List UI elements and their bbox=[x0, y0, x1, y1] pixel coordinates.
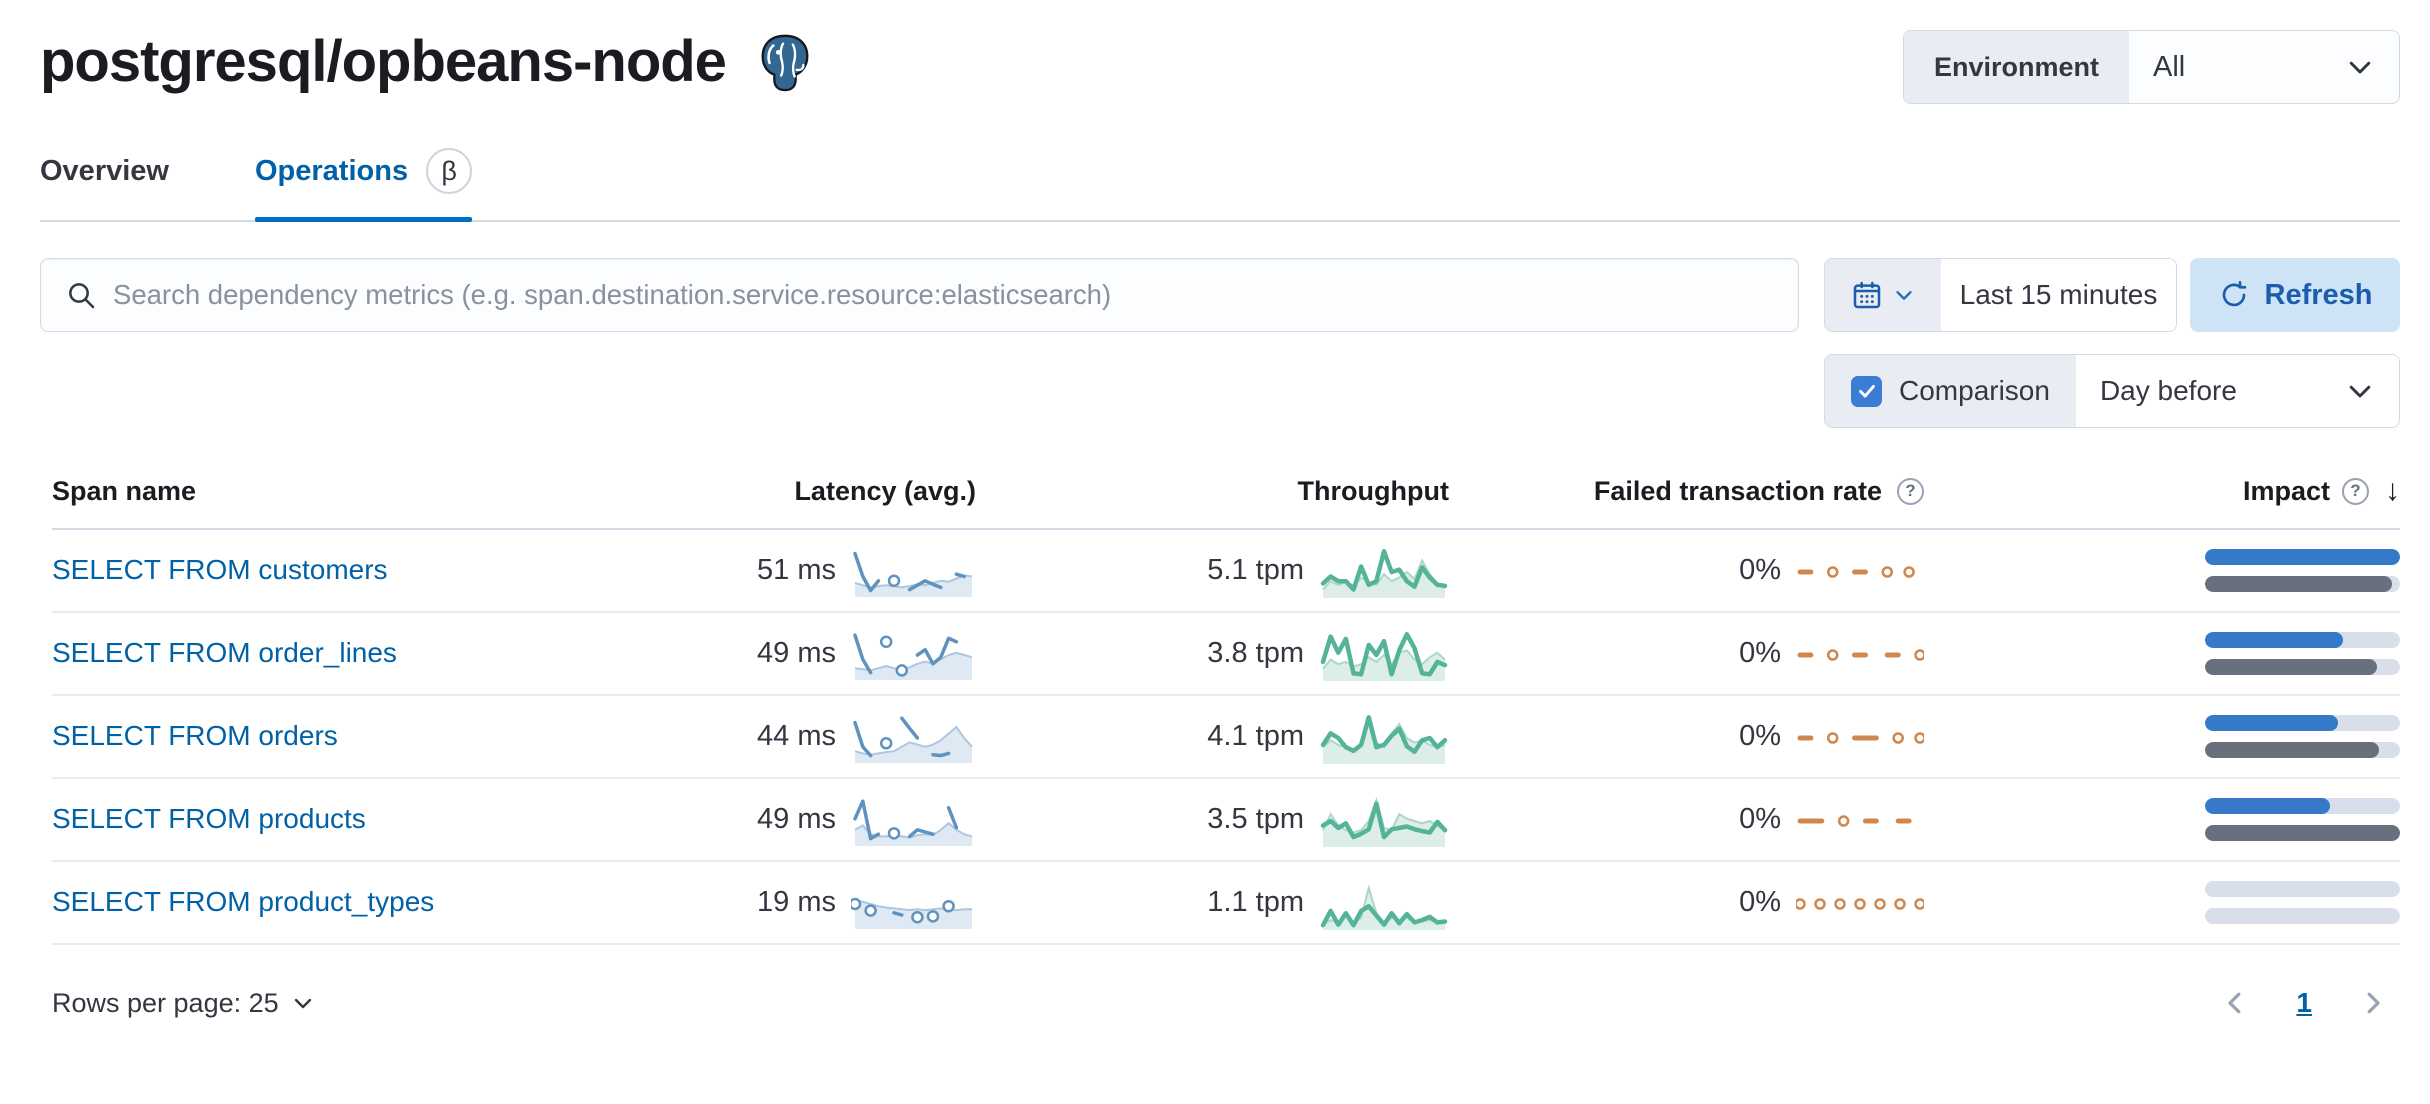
failed-rate-sparkline bbox=[1796, 897, 1924, 910]
tab-operations[interactable]: Operations β bbox=[254, 148, 473, 222]
col-header-throughput: Throughput bbox=[1297, 475, 1449, 506]
failed-rate-sparkline bbox=[1797, 731, 1924, 744]
toolbar: Last 15 minutes Refresh bbox=[40, 258, 2400, 332]
impact-bars bbox=[2205, 549, 2400, 592]
throughput-sparkline bbox=[1320, 796, 1448, 847]
latency-sparkline bbox=[853, 632, 973, 680]
table-row: SELECT FROM order_lines 49 ms 3.8 tpm 0% bbox=[52, 613, 2400, 696]
table-row: SELECT FROM products 49 ms 3.5 tpm 0% bbox=[52, 779, 2400, 862]
comparison-select[interactable]: Day before bbox=[2075, 355, 2399, 427]
failed-rate-value: 0% bbox=[1739, 720, 1781, 752]
next-page-icon[interactable] bbox=[2358, 988, 2388, 1018]
span-link[interactable]: SELECT FROM order_lines bbox=[52, 637, 397, 668]
table-footer: Rows per page: 25 1 bbox=[52, 987, 2400, 1019]
impact-bars bbox=[2205, 881, 2400, 924]
chevron-down-icon bbox=[1896, 291, 1912, 300]
latency-sparkline bbox=[853, 798, 973, 846]
chevron-down-icon bbox=[2349, 385, 2371, 398]
span-link[interactable]: SELECT FROM product_types bbox=[52, 886, 435, 917]
impact-bars bbox=[2205, 632, 2400, 675]
col-header-latency: Latency (avg.) bbox=[794, 475, 976, 506]
comparison-group: Comparison Day before bbox=[1824, 354, 2400, 428]
comparison-label: Comparison bbox=[1899, 375, 2050, 406]
calendar-icon bbox=[1853, 281, 1881, 309]
tab-bar: Overview Operations β bbox=[40, 148, 2400, 222]
latency-value: 19 ms bbox=[757, 886, 836, 918]
latency-sparkline bbox=[851, 897, 972, 929]
refresh-button[interactable]: Refresh bbox=[2190, 258, 2400, 332]
beta-badge: β bbox=[426, 148, 473, 194]
postgresql-logo-icon bbox=[761, 34, 809, 91]
search-input[interactable] bbox=[113, 279, 1774, 311]
throughput-value: 1.1 tpm bbox=[1207, 886, 1304, 918]
impact-bars bbox=[2205, 798, 2400, 841]
search-icon bbox=[69, 283, 95, 309]
time-range-button[interactable]: Last 15 minutes bbox=[1941, 259, 2176, 331]
dependency-operations-page: postgresql/opbeans-node Environment All bbox=[40, 28, 2400, 1019]
page-title: postgresql/opbeans-node bbox=[40, 29, 727, 94]
throughput-value: 4.1 tpm bbox=[1207, 720, 1304, 752]
failed-rate-sparkline bbox=[1797, 814, 1912, 827]
previous-page-icon[interactable] bbox=[2220, 988, 2250, 1018]
table-row: SELECT FROM customers 51 ms 5.1 tpm 0% bbox=[52, 530, 2400, 613]
refresh-icon bbox=[2222, 281, 2246, 307]
latency-value: 49 ms bbox=[757, 803, 836, 835]
date-picker: Last 15 minutes bbox=[1824, 258, 2177, 332]
failed-rate-value: 0% bbox=[1739, 637, 1781, 669]
check-icon bbox=[1858, 384, 1875, 398]
pagination: 1 bbox=[2220, 987, 2388, 1019]
span-link[interactable]: SELECT FROM products bbox=[52, 803, 366, 834]
table-row: SELECT FROM product_types 19 ms 1.1 tpm … bbox=[52, 862, 2400, 945]
page-header: postgresql/opbeans-node Environment All bbox=[40, 28, 2400, 104]
col-header-impact[interactable]: Impact ? ↓ bbox=[2242, 474, 2400, 507]
help-icon: ? bbox=[1897, 477, 1924, 505]
date-quick-select-button[interactable] bbox=[1825, 259, 1941, 331]
col-header-span-name: Span name bbox=[52, 475, 197, 506]
latency-value: 49 ms bbox=[757, 637, 836, 669]
throughput-sparkline bbox=[1320, 548, 1448, 598]
latency-value: 44 ms bbox=[757, 720, 836, 752]
span-link[interactable]: SELECT FROM orders bbox=[52, 720, 338, 751]
throughput-sparkline bbox=[1320, 883, 1448, 930]
throughput-sparkline bbox=[1320, 714, 1448, 764]
help-icon: ? bbox=[2342, 477, 2369, 505]
failed-rate-sparkline bbox=[1797, 648, 1924, 661]
environment-select-value: All bbox=[2153, 50, 2186, 83]
sort-desc-icon: ↓ bbox=[2385, 474, 2400, 507]
operations-table: Span name Latency (avg.) Throughput Fail… bbox=[40, 474, 2400, 1019]
failed-rate-value: 0% bbox=[1739, 803, 1781, 835]
environment-select[interactable]: Environment All bbox=[1902, 30, 2400, 104]
throughput-value: 3.8 tpm bbox=[1207, 637, 1304, 669]
latency-value: 51 ms bbox=[757, 554, 836, 586]
failed-rate-value: 0% bbox=[1739, 886, 1781, 918]
col-header-failed-rate: Failed transaction rate ? bbox=[1449, 476, 1924, 507]
impact-bars bbox=[2205, 715, 2400, 758]
latency-sparkline bbox=[853, 715, 973, 763]
throughput-sparkline bbox=[1320, 631, 1448, 681]
span-link[interactable]: SELECT FROM customers bbox=[52, 554, 388, 585]
failed-rate-sparkline bbox=[1797, 565, 1915, 578]
rows-per-page-button[interactable]: Rows per page: 25 bbox=[52, 988, 315, 1019]
tab-overview[interactable]: Overview bbox=[40, 154, 169, 187]
chevron-down-icon bbox=[2349, 61, 2371, 74]
failed-rate-value: 0% bbox=[1739, 554, 1781, 586]
search-box bbox=[40, 258, 1799, 332]
throughput-value: 3.5 tpm bbox=[1207, 803, 1304, 835]
latency-sparkline bbox=[853, 551, 973, 597]
environment-select-label: Environment bbox=[1903, 31, 2129, 103]
comparison-row: Comparison Day before bbox=[40, 354, 2400, 428]
page-number[interactable]: 1 bbox=[2296, 987, 2312, 1018]
comparison-select-value: Day before bbox=[2099, 375, 2237, 406]
table-header-row: Span name Latency (avg.) Throughput Fail… bbox=[52, 474, 2400, 530]
throughput-value: 5.1 tpm bbox=[1207, 554, 1304, 586]
table-row: SELECT FROM orders 44 ms 4.1 tpm 0% bbox=[52, 696, 2400, 779]
comparison-checkbox[interactable] bbox=[1851, 375, 1882, 407]
chevron-down-icon bbox=[294, 998, 311, 1009]
